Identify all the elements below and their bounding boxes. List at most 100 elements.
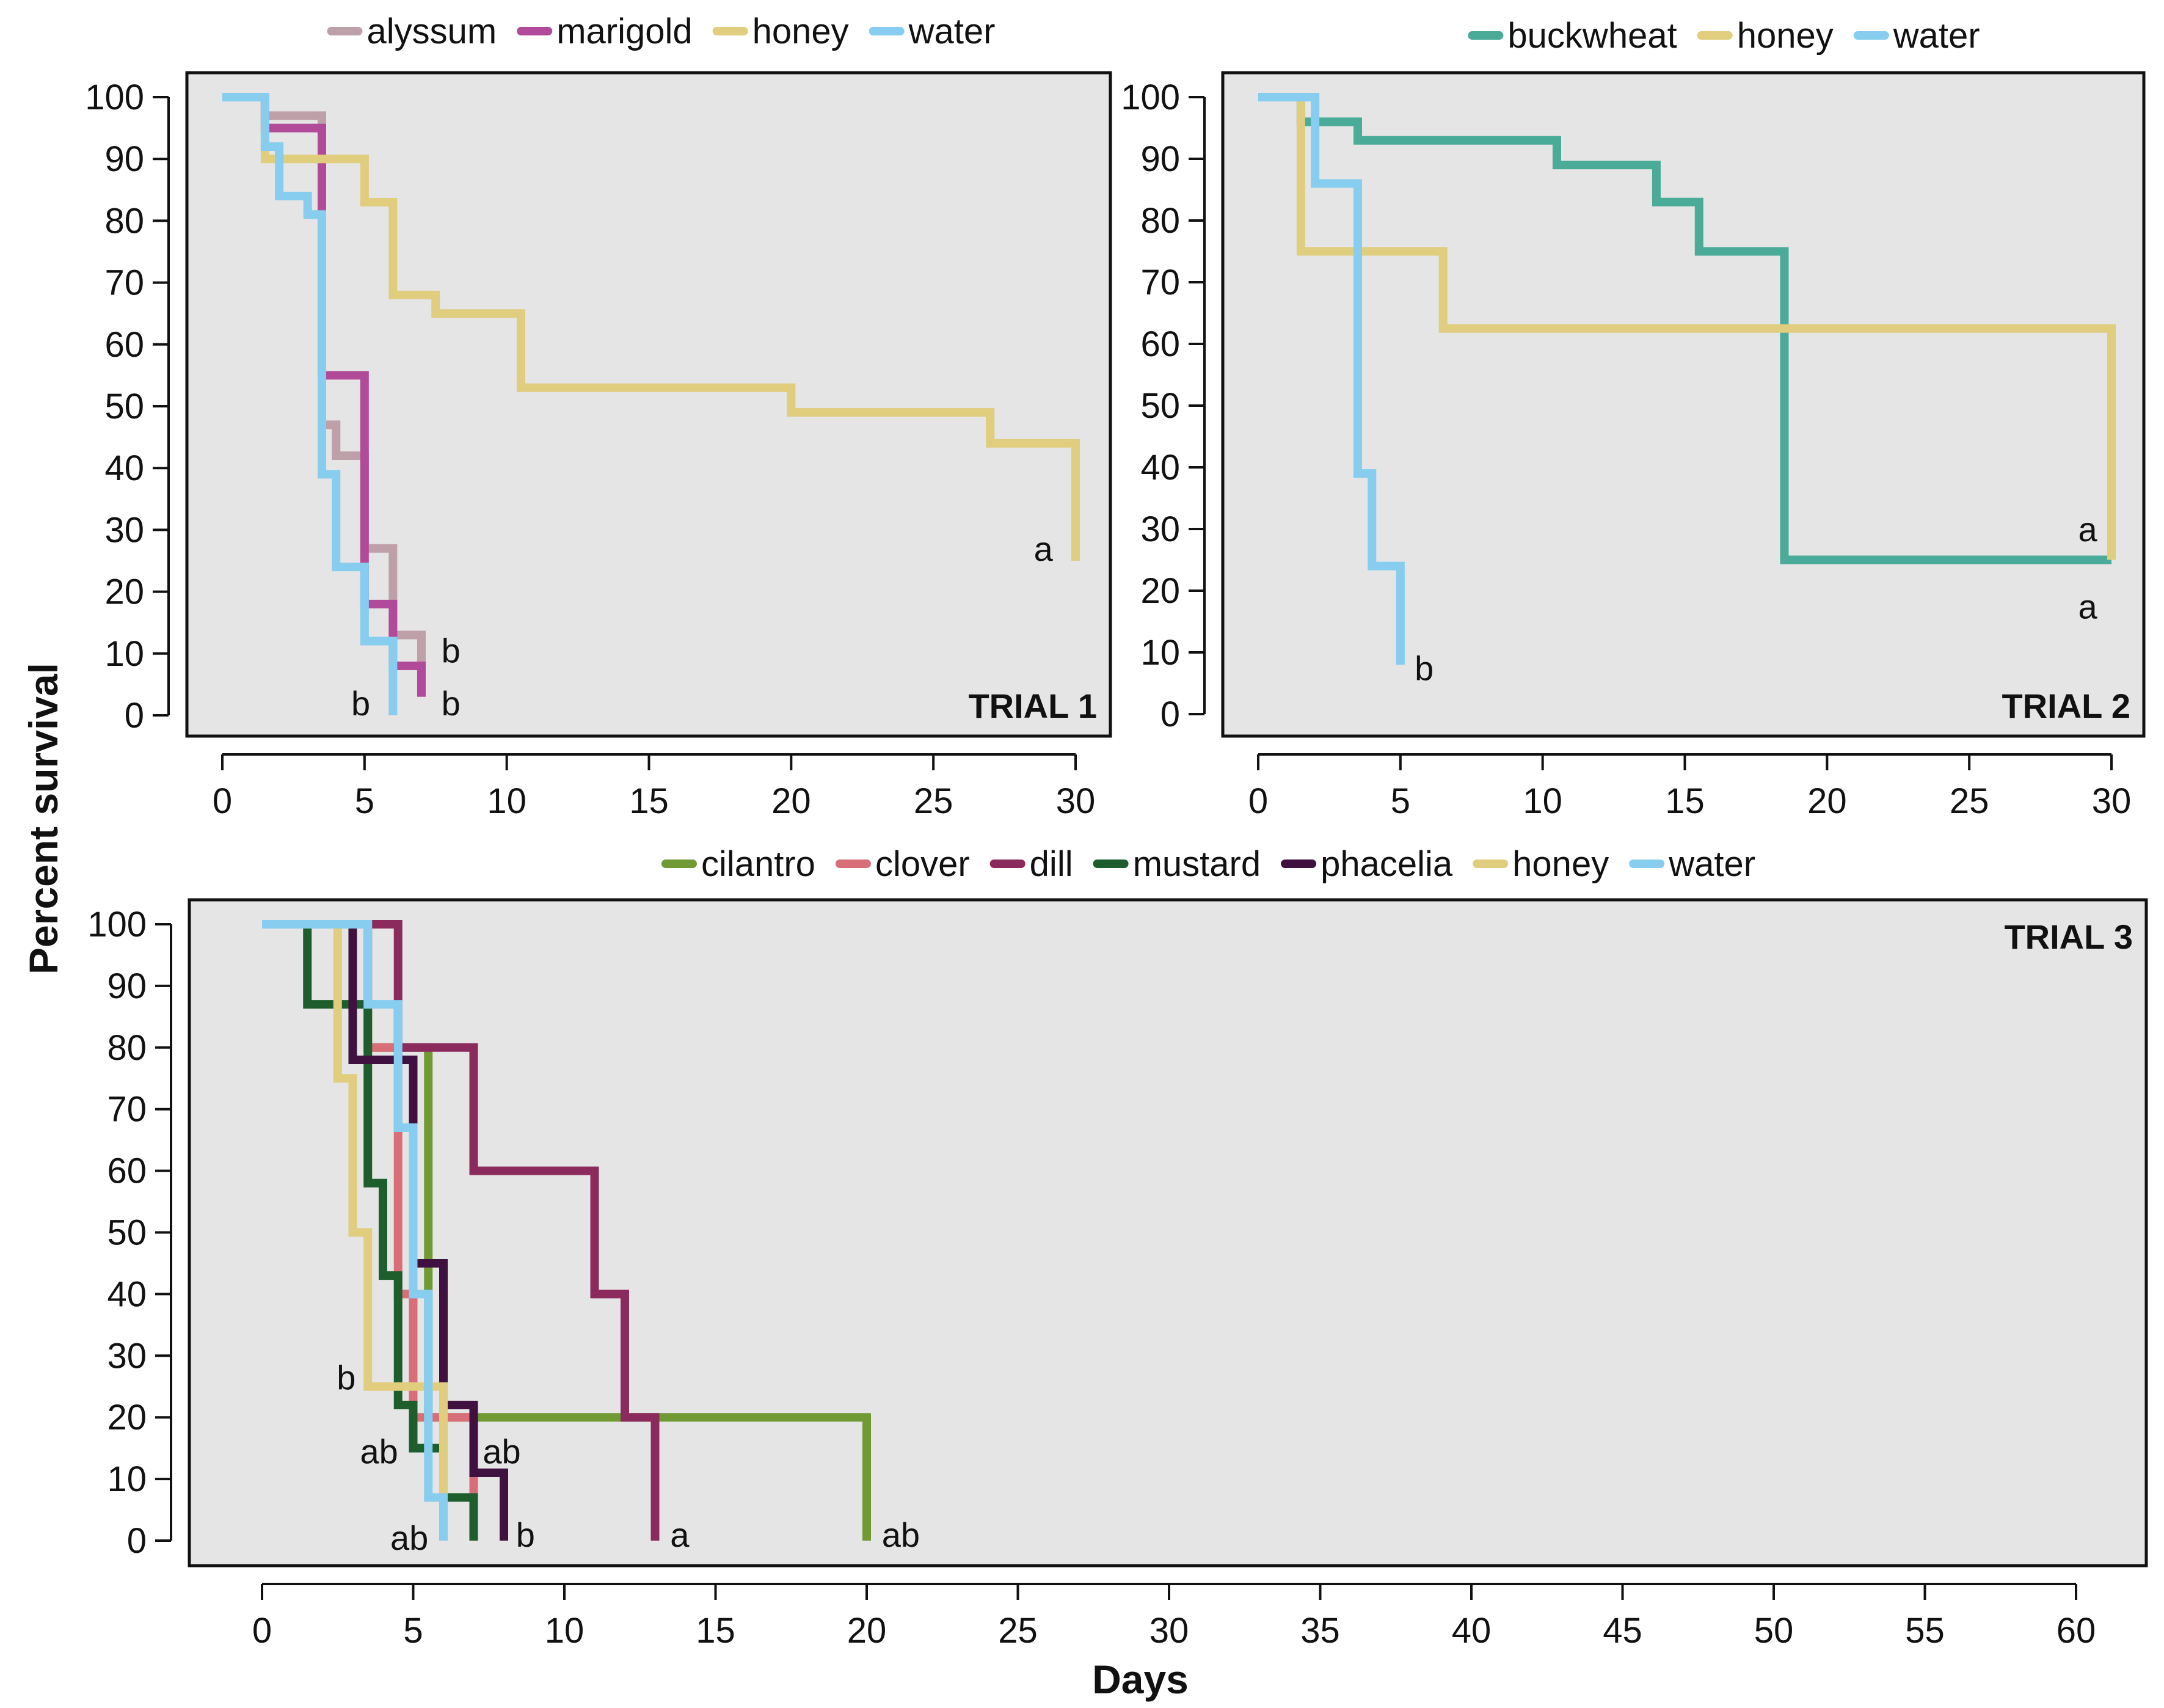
significance-label: b bbox=[1415, 649, 1434, 687]
y-tick-label: 20 bbox=[107, 1398, 147, 1437]
y-tick-label: 60 bbox=[107, 1151, 147, 1191]
y-tick-label: 70 bbox=[107, 1090, 147, 1130]
y-tick-label: 60 bbox=[1140, 324, 1180, 364]
panel-trial-2: 0 10 20 30 40 50 60 70 80 90 100 0 5 10 15 20 25 30 aa b TRI… bbox=[1121, 16, 2146, 821]
significance-label: ab bbox=[882, 1516, 920, 1554]
legend-label-mustard: mustard bbox=[1133, 844, 1261, 884]
legend: cilantro clover dill mustard phacelia honey wa… bbox=[661, 844, 1755, 884]
y-tick-label: 80 bbox=[107, 1028, 147, 1068]
x-tick-label: 10 bbox=[487, 781, 526, 821]
significance-label: a bbox=[2078, 587, 2098, 626]
y-tick-label: 20 bbox=[1140, 571, 1180, 611]
survival-line-buckwheat bbox=[1258, 93, 2111, 564]
significance-label: ab bbox=[390, 1519, 428, 1557]
panel-trial-3: 0 10 20 30 40 50 60 70 80 90 100 0 5 10 15 20 25 30 35 40 45… bbox=[87, 844, 2148, 1651]
plot-frame bbox=[188, 898, 2148, 1567]
x-tick-label: 55 bbox=[1905, 1611, 1945, 1651]
significance-label: a bbox=[1034, 530, 1054, 568]
y-tick-label: 10 bbox=[104, 634, 144, 674]
x-tick-label: 35 bbox=[1300, 1611, 1340, 1651]
x-tick-label: 0 bbox=[252, 1611, 272, 1651]
legend: alyssum marigold honey water bbox=[327, 12, 996, 51]
x-tick-label: 30 bbox=[2092, 781, 2132, 821]
x-tick-label: 15 bbox=[1665, 781, 1705, 821]
x-tick-label: 40 bbox=[1452, 1611, 1492, 1651]
legend-label-dill: dill bbox=[1030, 844, 1073, 884]
y-tick-label: 10 bbox=[1140, 633, 1180, 673]
legend-label-honey: honey bbox=[1737, 16, 1834, 56]
y-tick-label: 90 bbox=[107, 966, 147, 1006]
y-tick-label: 30 bbox=[104, 510, 144, 550]
legend-label-marigold: marigold bbox=[556, 12, 692, 51]
significance-label: a bbox=[2078, 510, 2098, 549]
trial-label: TRIAL 1 bbox=[968, 687, 1097, 725]
x-axis-title: Days bbox=[1092, 1657, 1189, 1702]
x-tick-label: 0 bbox=[213, 781, 232, 821]
legend: buckwheat honey water bbox=[1468, 16, 1980, 56]
legend-label-water: water bbox=[1893, 16, 1980, 56]
significance-label: b bbox=[442, 632, 461, 670]
y-tick-label: 70 bbox=[1140, 263, 1180, 302]
y-tick-label: 10 bbox=[107, 1459, 147, 1499]
x-tick-label: 15 bbox=[629, 781, 669, 821]
significance-label: b bbox=[337, 1359, 355, 1397]
y-tick-label: 30 bbox=[107, 1336, 147, 1376]
x-tick-label: 10 bbox=[545, 1611, 585, 1651]
x-tick-label: 0 bbox=[1248, 781, 1268, 821]
y-tick-label: 30 bbox=[1140, 509, 1180, 549]
survival-line-water bbox=[222, 93, 398, 715]
x-tick-label: 5 bbox=[403, 1611, 423, 1651]
y-tick-label: 50 bbox=[107, 1213, 147, 1253]
x-tick-label: 25 bbox=[998, 1611, 1038, 1651]
legend-label-honey: honey bbox=[752, 12, 849, 51]
legend-label-honey: honey bbox=[1512, 844, 1609, 884]
y-tick-label: 90 bbox=[1140, 139, 1180, 179]
significance-label: a bbox=[670, 1516, 690, 1554]
y-tick-label: 80 bbox=[104, 201, 144, 241]
y-tick-label: 50 bbox=[104, 387, 144, 426]
significance-label: ab bbox=[360, 1432, 398, 1471]
survival-line-phacelia bbox=[262, 920, 508, 1541]
legend-label-water: water bbox=[1668, 844, 1755, 884]
legend-label-alyssum: alyssum bbox=[366, 12, 497, 51]
y-tick-label: 40 bbox=[1140, 448, 1180, 487]
legend-label-phacelia: phacelia bbox=[1321, 844, 1453, 884]
y-tick-label: 0 bbox=[125, 696, 144, 735]
trial-label: TRIAL 2 bbox=[2002, 687, 2130, 725]
x-tick-label: 60 bbox=[2057, 1611, 2096, 1651]
y-tick-label: 100 bbox=[87, 905, 147, 944]
y-tick-label: 40 bbox=[107, 1274, 147, 1314]
y-tick-label: 0 bbox=[1160, 695, 1180, 734]
x-tick-label: 5 bbox=[1391, 781, 1410, 821]
x-tick-label: 20 bbox=[771, 781, 811, 821]
x-tick-label: 45 bbox=[1603, 1611, 1642, 1651]
trial-label: TRIAL 3 bbox=[2004, 918, 2133, 956]
significance-label: ab bbox=[483, 1432, 520, 1471]
y-tick-label: 80 bbox=[1140, 201, 1180, 241]
y-tick-label: 60 bbox=[104, 325, 144, 365]
significance-label: b bbox=[442, 684, 461, 723]
plot-frame bbox=[185, 71, 1112, 738]
significance-label: b bbox=[351, 684, 370, 723]
x-tick-label: 50 bbox=[1754, 1611, 1794, 1651]
x-tick-label: 30 bbox=[1056, 781, 1096, 821]
survival-line-honey bbox=[262, 920, 448, 1541]
x-tick-label: 15 bbox=[696, 1611, 735, 1651]
y-tick-label: 100 bbox=[85, 78, 144, 117]
legend-label-buckwheat: buckwheat bbox=[1507, 16, 1677, 56]
y-tick-label: 40 bbox=[104, 448, 144, 488]
legend-label-clover: clover bbox=[875, 844, 970, 884]
survival-line-honey bbox=[222, 93, 1080, 561]
x-tick-label: 10 bbox=[1523, 781, 1562, 821]
significance-label: b bbox=[516, 1516, 535, 1554]
legend-label-water: water bbox=[908, 12, 996, 51]
x-tick-label: 5 bbox=[355, 781, 374, 821]
legend-label-cilantro: cilantro bbox=[701, 844, 815, 884]
y-tick-label: 70 bbox=[104, 263, 144, 303]
y-tick-label: 20 bbox=[104, 572, 144, 612]
x-tick-label: 20 bbox=[1807, 781, 1847, 821]
x-tick-label: 25 bbox=[914, 781, 953, 821]
x-tick-label: 30 bbox=[1149, 1611, 1189, 1651]
